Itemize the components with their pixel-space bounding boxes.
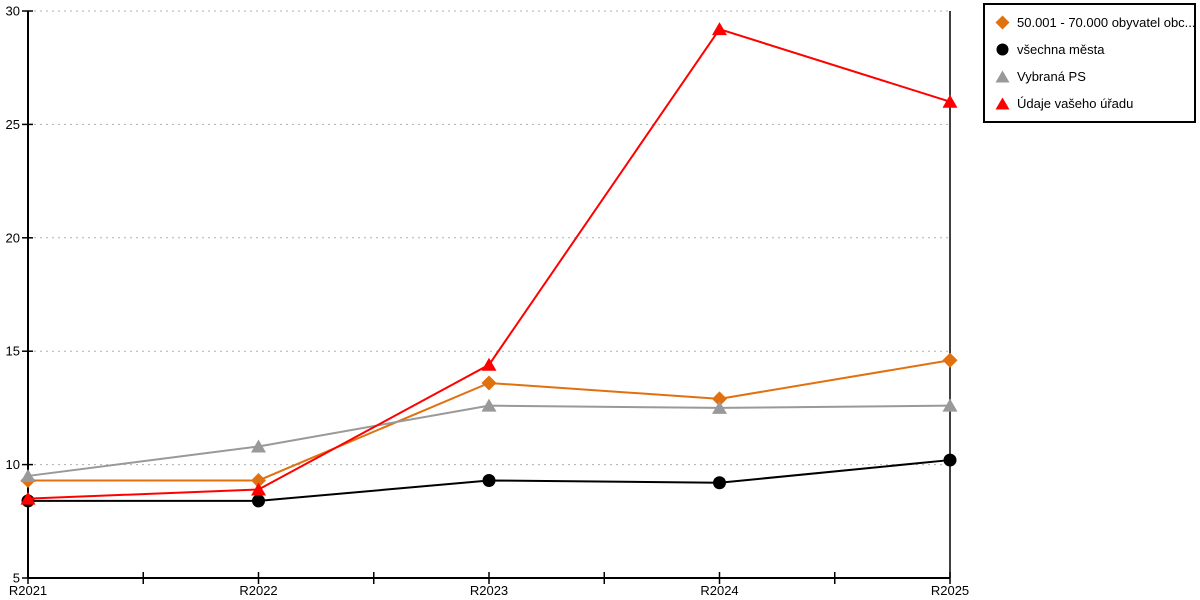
data-point-marker-series-2 [942,398,958,412]
data-point-marker-series-0 [481,375,497,391]
x-tick-label: R2025 [931,583,969,598]
x-tick-label: R2021 [9,583,47,598]
series-line-3 [27,27,951,500]
y-tick-label: 30 [6,4,20,19]
data-point-marker-series-3 [251,482,266,496]
data-point-marker-series-1 [252,494,265,508]
data-point-marker-series-1 [713,476,726,490]
circle-marker-icon [996,43,1009,56]
triangle-marker-shape [995,70,1010,83]
circle-marker-shape [996,43,1009,56]
diamond-marker-icon [995,15,1010,30]
series-line-2 [27,404,951,477]
legend: 50.001 - 70.000 obyvatel obc... všechna m… [983,3,1196,123]
y-tick-label: 20 [6,230,20,245]
legend-label: Údaje vašeho úřadu [1017,96,1134,111]
x-tick-label: R2024 [700,583,738,598]
data-point-marker-series-0 [251,472,266,488]
triangle-marker-icon [995,70,1010,83]
data-point-marker-series-2 [20,468,36,482]
legend-item-2: Vybraná PS [995,69,1194,84]
data-point-marker-series-1 [482,473,496,487]
legend-item-3: Údaje vašeho úřadu [995,96,1194,111]
y-tick-label: 15 [6,344,20,359]
data-point-marker-series-0 [942,352,958,368]
triangle-marker-icon [995,97,1010,110]
data-point-marker-series-3 [481,357,497,371]
y-tick-label: 10 [6,457,20,472]
y-tick-label: 25 [6,117,20,132]
triangle-marker-shape [995,97,1010,110]
diamond-marker-shape [995,15,1010,30]
data-point-marker-series-0 [712,391,727,407]
legend-item-1: všechna města [995,42,1194,57]
legend-label: Vybraná PS [1017,69,1086,84]
data-point-marker-series-3 [20,491,36,505]
data-point-marker-series-2 [481,398,497,412]
x-tick-label: R2023 [470,583,508,598]
legend-label: všechna města [1017,42,1105,57]
legend-label: 50.001 - 70.000 obyvatel obc... [1017,15,1194,30]
x-tick-label: R2022 [239,583,277,598]
data-point-marker-series-3 [942,94,958,108]
data-point-marker-series-3 [712,22,727,36]
legend-item-0: 50.001 - 70.000 obyvatel obc... [995,15,1194,30]
data-point-marker-series-2 [712,400,727,414]
data-point-marker-series-1 [943,453,957,467]
data-point-marker-series-2 [251,439,266,453]
y-tick-label: 5 [13,571,20,586]
